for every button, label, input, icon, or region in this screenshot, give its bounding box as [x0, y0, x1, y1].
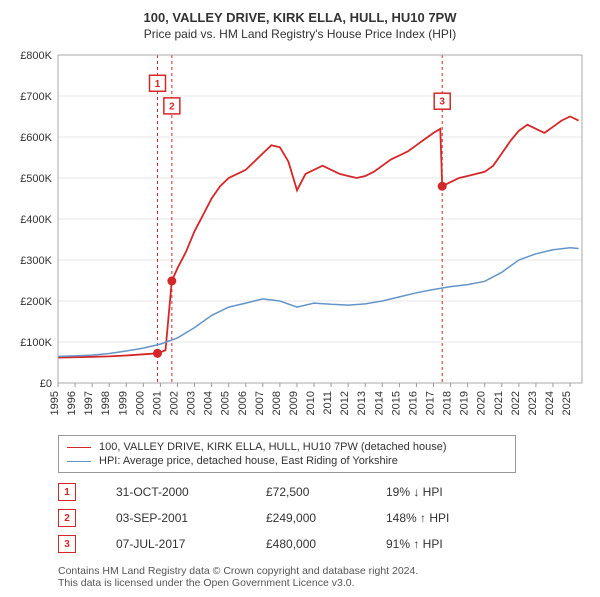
event-marker: 1 — [58, 483, 76, 501]
svg-text:£600K: £600K — [20, 132, 52, 144]
event-row: 2 03-SEP-2001 £249,000 148% ↑ HPI — [58, 505, 592, 531]
svg-text:2009: 2009 — [288, 391, 300, 415]
page-subtitle: Price paid vs. HM Land Registry's House … — [8, 27, 592, 41]
svg-text:2015: 2015 — [390, 391, 402, 415]
legend-label: HPI: Average price, detached house, East… — [99, 455, 398, 467]
event-row: 1 31-OCT-2000 £72,500 19% ↓ HPI — [58, 479, 592, 505]
event-hpi: 148% ↑ HPI — [386, 511, 486, 525]
svg-text:2008: 2008 — [271, 391, 283, 415]
svg-text:1995: 1995 — [49, 391, 61, 415]
event-hpi: 19% ↓ HPI — [386, 485, 486, 499]
svg-text:£400K: £400K — [20, 214, 52, 226]
svg-text:2011: 2011 — [322, 391, 334, 415]
svg-text:2019: 2019 — [459, 391, 471, 415]
footnote-line: Contains HM Land Registry data © Crown c… — [58, 565, 592, 577]
svg-text:3: 3 — [439, 97, 445, 108]
svg-text:1996: 1996 — [66, 391, 78, 415]
svg-text:2006: 2006 — [237, 391, 249, 415]
svg-text:2003: 2003 — [186, 391, 198, 415]
svg-text:2021: 2021 — [493, 391, 505, 415]
event-date: 07-JUL-2017 — [116, 537, 226, 551]
legend-item: 100, VALLEY DRIVE, KIRK ELLA, HULL, HU10… — [67, 440, 507, 454]
event-price: £249,000 — [266, 511, 346, 525]
event-marker: 2 — [58, 509, 76, 527]
event-row: 3 07-JUL-2017 £480,000 91% ↑ HPI — [58, 531, 592, 557]
svg-text:2024: 2024 — [544, 391, 556, 415]
footnote: Contains HM Land Registry data © Crown c… — [58, 565, 592, 589]
legend-label: 100, VALLEY DRIVE, KIRK ELLA, HULL, HU10… — [99, 441, 447, 453]
legend-swatch — [67, 447, 91, 448]
event-hpi: 91% ↑ HPI — [386, 537, 486, 551]
legend: 100, VALLEY DRIVE, KIRK ELLA, HULL, HU10… — [58, 435, 516, 473]
legend-swatch — [67, 461, 91, 462]
legend-item: HPI: Average price, detached house, East… — [67, 454, 507, 468]
svg-text:£700K: £700K — [20, 91, 52, 103]
svg-text:2013: 2013 — [356, 391, 368, 415]
footnote-line: This data is licensed under the Open Gov… — [58, 577, 592, 589]
svg-text:1999: 1999 — [117, 391, 129, 415]
svg-text:2007: 2007 — [254, 391, 266, 415]
svg-text:£800K: £800K — [20, 50, 52, 62]
svg-text:2005: 2005 — [220, 391, 232, 415]
svg-text:2020: 2020 — [476, 391, 488, 415]
svg-text:1: 1 — [155, 79, 161, 90]
svg-text:2012: 2012 — [339, 391, 351, 415]
svg-text:£500K: £500K — [20, 173, 52, 185]
svg-text:2001: 2001 — [151, 391, 163, 415]
event-marker: 3 — [58, 535, 76, 553]
event-price: £480,000 — [266, 537, 346, 551]
svg-text:£0: £0 — [40, 378, 52, 390]
svg-text:2025: 2025 — [561, 391, 573, 415]
svg-text:2017: 2017 — [425, 391, 437, 415]
svg-text:2014: 2014 — [373, 391, 385, 415]
svg-text:2000: 2000 — [134, 391, 146, 415]
svg-text:2004: 2004 — [203, 391, 215, 415]
svg-text:1997: 1997 — [83, 391, 95, 415]
svg-text:2: 2 — [169, 101, 175, 112]
svg-text:2022: 2022 — [510, 391, 522, 415]
page-title: 100, VALLEY DRIVE, KIRK ELLA, HULL, HU10… — [8, 10, 592, 25]
svg-text:2002: 2002 — [168, 391, 180, 415]
svg-text:2023: 2023 — [527, 391, 539, 415]
event-date: 03-SEP-2001 — [116, 511, 226, 525]
svg-text:£200K: £200K — [20, 296, 52, 308]
event-date: 31-OCT-2000 — [116, 485, 226, 499]
svg-text:2018: 2018 — [442, 391, 454, 415]
svg-text:£100K: £100K — [20, 337, 52, 349]
svg-text:2016: 2016 — [407, 391, 419, 415]
svg-text:2010: 2010 — [305, 391, 317, 415]
event-list: 1 31-OCT-2000 £72,500 19% ↓ HPI 2 03-SEP-2001… — [58, 479, 592, 557]
price-chart: £0 £100K £200K £300K £400K £500K £600K £700K £80… — [8, 49, 592, 429]
svg-text:1998: 1998 — [100, 391, 112, 415]
svg-text:£300K: £300K — [20, 255, 52, 267]
event-price: £72,500 — [266, 485, 346, 499]
